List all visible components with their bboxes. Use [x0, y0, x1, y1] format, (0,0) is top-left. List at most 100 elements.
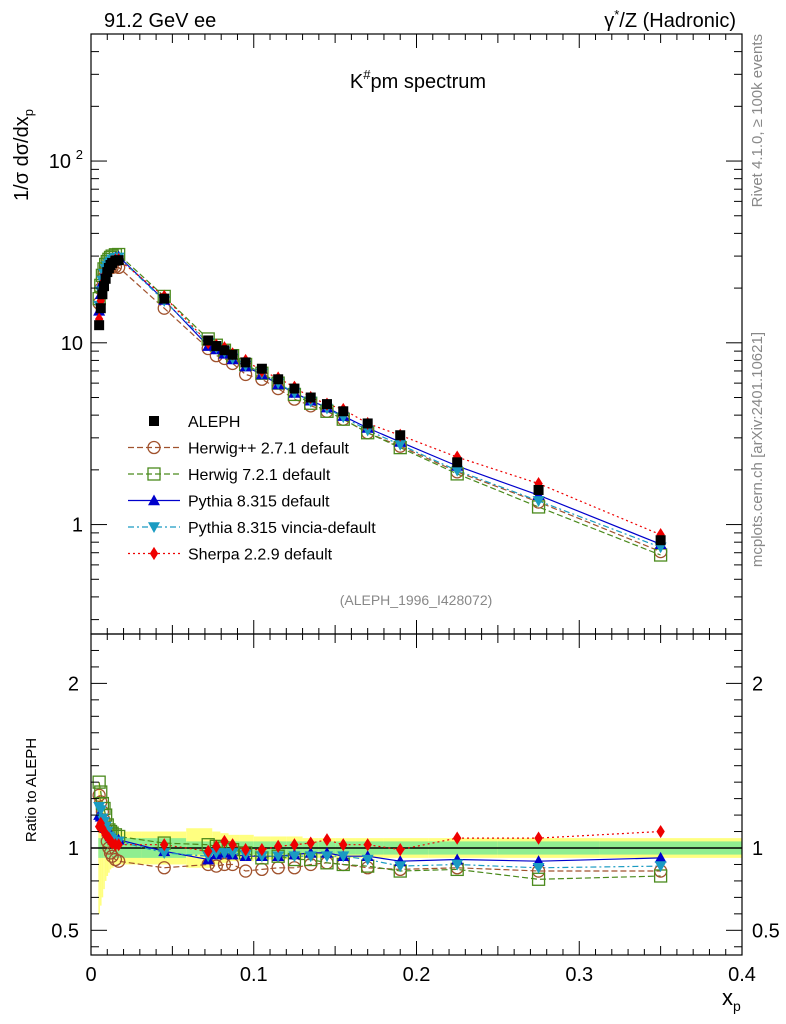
- sherpa-2-2-9-default-legend-marker: [149, 546, 159, 561]
- sherpa-2-2-9-default-legend-label: Sherpa 2.2.9 default: [188, 547, 333, 564]
- sherpa-2-2-9-default-ratio-point: [241, 843, 250, 857]
- aleph-point: [289, 383, 300, 394]
- x-tick-label: 0.3: [565, 964, 593, 986]
- x-tick-label: 0: [85, 964, 96, 986]
- sherpa-2-2-9-default-ratio-point: [212, 839, 221, 853]
- series-lines: [98, 253, 661, 880]
- tick-labels: 0 0.1 0.2 0.3 0.4 1 10 10 2 0.5 0.5 1 1 2 2: [49, 147, 780, 986]
- ratio-ylabel: Ratio to ALEPH: [23, 738, 40, 842]
- sherpa-2-2-9-default-ratio-point: [96, 816, 105, 830]
- pythia-8-315-vincia-default-ratio-point: [158, 848, 171, 859]
- pythia-8-315-vincia-default-ratio-point: [532, 862, 545, 874]
- ratio-y-tick-label: 2: [68, 673, 79, 695]
- main-frame: [90, 33, 743, 635]
- herwig-2-7-1-default-ratio-point: [92, 788, 106, 802]
- pythia-8-315-vincia-default-ratio-point: [218, 848, 231, 859]
- aleph-point: [321, 399, 332, 410]
- aleph-legend-label: ALEPH: [188, 414, 240, 431]
- aleph-point: [211, 341, 222, 352]
- x-tick-label: 0.2: [403, 964, 431, 986]
- herwig-2-7-1-default-ratio-point: [157, 861, 171, 875]
- pythia-8-315-vincia-default-point: [451, 465, 464, 477]
- pythia-8-315-default-legend-label: Pythia 8.315 default: [188, 494, 330, 511]
- sherpa-2-2-9-default-ratio-point: [322, 833, 332, 847]
- main-y-tick-label: 1: [72, 515, 83, 537]
- sherpa-2-2-9-default-ratio-point: [396, 843, 405, 857]
- aleph-point: [395, 430, 406, 441]
- aleph-point: [338, 406, 349, 417]
- ratio-y-tick-label-right: 2: [752, 673, 763, 695]
- pythia-8-315-vincia-default-point: [532, 496, 545, 507]
- sherpa-2-2-9-default-line: [98, 258, 661, 536]
- ratio-y-tick-label: 0.5: [51, 920, 79, 942]
- aleph-point: [362, 418, 373, 429]
- sherpa-2-2-9-default-ratio-point: [339, 838, 348, 852]
- sherpa-2-2-9-default-ratio-line: [98, 821, 661, 852]
- pythia-8-315-default-legend-marker: [148, 494, 160, 506]
- x-tick-label: 0.1: [240, 964, 268, 986]
- main-y-tick-exponent: 2: [76, 147, 83, 162]
- main-y-tick-label: 10: [49, 151, 71, 173]
- sherpa-2-2-9-default-ratio-point: [306, 836, 315, 850]
- aleph-point: [256, 363, 267, 374]
- pythia-8-315-vincia-default-legend-label: Pythia 8.315 vincia-default: [188, 520, 376, 537]
- aleph-point: [655, 535, 666, 546]
- pythia-8-315-vincia-default-line: [98, 256, 661, 548]
- mcplots-label: mcplots.cern.ch [arXiv:2401.10621]: [749, 332, 766, 567]
- sherpa-2-2-9-default-point: [94, 312, 104, 326]
- pythia-8-315-default-ratio-point: [654, 851, 667, 863]
- aleph-legend-marker: [149, 416, 159, 426]
- sherpa-2-2-9-default-ratio-point: [273, 839, 283, 853]
- sherpa-2-2-9-default-ratio-point: [534, 831, 543, 845]
- main-ylabel: 1/σ dσ/dxp: [11, 109, 36, 201]
- sherpa-2-2-9-default-ratio-point: [107, 836, 117, 850]
- axes: [90, 33, 743, 956]
- ratio-frame: [90, 633, 743, 956]
- uncertainty-bands: [91, 782, 742, 914]
- sherpa-2-2-9-default-ratio-point: [656, 824, 665, 839]
- chart-title: K#pm spectrum: [350, 67, 486, 93]
- sherpa-2-2-9-default-ratio-point: [160, 838, 169, 852]
- pythia-8-315-vincia-default-ratio-point: [210, 848, 223, 859]
- ratio-y-tick-label-right: 0.5: [752, 920, 780, 942]
- pythia-8-315-vincia-default-ratio-point: [94, 805, 107, 817]
- aleph-point: [94, 320, 105, 331]
- sherpa-2-2-9-default-ratio-point: [452, 831, 462, 845]
- aleph-point: [219, 345, 230, 356]
- pythia-8-315-vincia-default-ratio-point: [226, 848, 239, 859]
- sherpa-2-2-9-default-ratio-point: [363, 838, 372, 852]
- header-left: 91.2 GeV ee: [104, 10, 216, 32]
- rivet-label: Rivet 4.1.0, ≥ 100k events: [749, 34, 766, 207]
- pythia-8-315-vincia-default-ratio-point: [654, 861, 667, 873]
- aleph-point: [533, 484, 544, 495]
- sherpa-2-2-9-default-ratio-point: [257, 843, 267, 857]
- main-y-tick-label: 10: [61, 333, 83, 355]
- pythia-8-315-vincia-default-ratio-point: [361, 854, 374, 866]
- header-right: γ*/Z (Hadronic): [604, 7, 736, 32]
- aleph-point: [159, 293, 170, 304]
- sherpa-2-2-9-default-ratio-point: [228, 838, 237, 852]
- pythia-8-315-vincia-default-point: [394, 439, 407, 451]
- pythia-8-315-vincia-default-ratio-point: [394, 861, 407, 873]
- herwig-2-7-1-default-legend-marker: [147, 440, 161, 455]
- series-markers: [92, 247, 668, 886]
- aleph-point: [227, 349, 238, 360]
- herwig-2-7-1-default-ratio-point: [238, 864, 253, 878]
- sherpa-2-2-9-default-ratio-point: [220, 834, 229, 849]
- herwig-7-2-1-default-legend-label: Herwig 7.2.1 default: [188, 467, 331, 484]
- aleph-point: [203, 335, 214, 346]
- sherpa-2-2-9-default-ratio-point: [114, 838, 123, 852]
- pythia-8-315-vincia-default-ratio-point: [337, 851, 350, 863]
- pythia-8-315-vincia-default-ratio-point: [320, 851, 333, 863]
- aleph-point: [273, 374, 284, 385]
- pythia-8-315-default-line: [98, 255, 661, 545]
- aleph-point: [100, 273, 111, 284]
- herwig-2-7-1-default-ratio-point: [112, 854, 126, 868]
- sherpa-2-2-9-default-ratio-point: [203, 844, 213, 858]
- pythia-8-315-vincia-default-ratio-point: [288, 851, 301, 863]
- pythia-8-315-vincia-default-ratio-point: [451, 859, 464, 871]
- ratio-y-tick-label-right: 1: [752, 838, 763, 860]
- xlabel: xp: [722, 985, 741, 1014]
- aleph-point: [113, 255, 124, 266]
- aleph-point: [452, 457, 463, 468]
